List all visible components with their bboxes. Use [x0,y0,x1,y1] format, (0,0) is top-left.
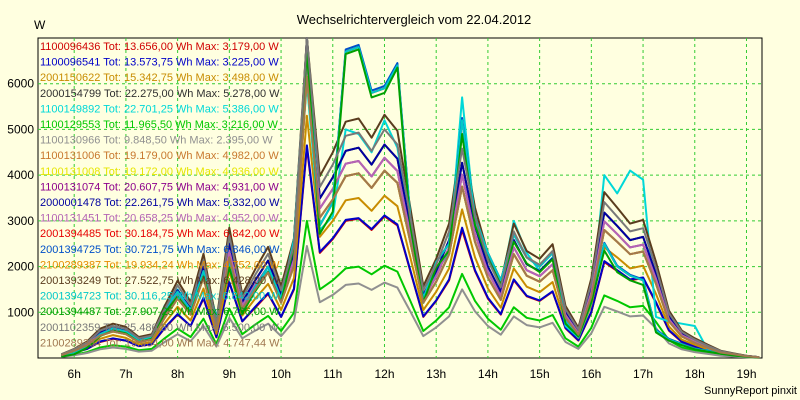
series-line-6 [61,245,760,359]
series-lines [60,37,760,359]
series-line-2 [61,114,760,359]
x-tick-label: 17h [633,367,653,381]
legend-entry-7: 1100131006 Tot: 19.179,00 Wh Max: 4.982,… [40,150,279,162]
x-tick-label: 6h [68,367,81,381]
x-tick-label: 16h [581,367,601,381]
legend-entry-5: 1100129553 Tot: 11.965,50 Wh Max: 3.216,… [40,119,279,131]
x-tick-label: 13h [426,367,446,381]
x-tick-label: 8h [171,367,184,381]
x-tick-label: 9h [223,367,236,381]
legend-entry-6: 1100130966 Tot: 9.848,50 Wh Max: 2.395,0… [40,135,273,147]
y-tick-label: 4000 [7,168,34,182]
grid-lines [38,38,762,358]
y-tick-label: 2000 [7,260,34,274]
legend-entry-14: 2100289387 Tot: 19.934,24 Wh Max: 4.752,… [40,259,280,271]
x-tick-label: 14h [478,367,498,381]
legend-entry-17: 2001394487 Tot: 27.907,25 Wh Max: 6.766,… [40,306,280,318]
legend-entry-15: 2001393249 Tot: 27.522,75 Wh Max: 6.428,… [40,275,280,287]
legend-entry-10: 2000001478 Tot: 22.261,75 Wh Max: 5.332,… [40,197,280,209]
x-tick-label: 18h [685,367,705,381]
series-line-1 [61,144,760,359]
x-tick-label: 19h [736,367,756,381]
legend-entry-13: 2001394725 Tot: 30.721,75 Wh Max: 6.846,… [40,244,280,256]
legend: 1100096436 Tot: 13.656,00 Wh Max: 3.179,… [40,41,280,349]
series-line-17 [61,48,760,359]
x-axis-ticks: 6h 7h 8h 9h 10h 11h 12h 13h 14h 15h 16h 17h 18h 19h [68,367,757,381]
x-tick-label: 7h [119,367,132,381]
legend-entry-16: 2001394723 Tot: 30.116,25 Wh Max: 6.842,… [40,291,279,303]
chart-title: Wechselrichtervergleich vom 22.04.2012 [297,12,532,27]
y-axis-label: W [34,18,46,32]
x-tick-label: 10h [271,367,291,381]
legend-entry-18: 2001102359 Tot: 25.486,80 Wh Max: 6.500,… [40,322,279,334]
y-tick-label: 3000 [7,214,34,228]
legend-entry-9: 1100131074 Tot: 20.607,75 Wh Max: 4.931,… [40,181,279,193]
legend-entry-8: 1100131008 Tot: 19.172,00 Wh Max: 4.936,… [40,166,279,178]
legend-entry-3: 2000154799 Tot: 22.275,00 Wh Max: 5.278,… [40,88,280,100]
legend-entry-2: 2001150622 Tot: 15.342,75 Wh Max: 3.498,… [40,72,279,84]
x-tick-label: 12h [374,367,394,381]
legend-entry-0: 1100096436 Tot: 13.656,00 Wh Max: 3.179,… [40,41,279,53]
x-tick-label: 15h [530,367,550,381]
series-line-19 [60,75,760,359]
y-axis-ticks: 1000 2000 3000 4000 5000 6000 [7,77,34,320]
y-tick-label: 5000 [7,122,34,136]
legend-entry-19: 2100289384 Tot: 19.934,00 Wh Max: 4.747,… [40,337,280,349]
series-line-11 [60,57,760,359]
legend-entry-4: 1100149892 Tot: 22.701,25 Wh Max: 5.386,… [40,103,279,115]
credit-label: SunnyReport pinxit [704,385,797,397]
legend-entry-12: 2001394485 Tot: 30.184,75 Wh Max: 6.842,… [40,228,280,240]
y-tick-label: 1000 [7,305,34,319]
legend-entry-1: 1100096541 Tot: 13.573,75 Wh Max: 3.225,… [40,57,279,69]
legend-entry-11: 1100131451 Tot: 20.658,25 Wh Max: 4.952,… [40,213,279,225]
series-line-5 [61,219,760,359]
series-line-18 [60,37,760,359]
y-tick-label: 6000 [7,77,34,91]
x-tick-label: 11h [323,367,342,381]
